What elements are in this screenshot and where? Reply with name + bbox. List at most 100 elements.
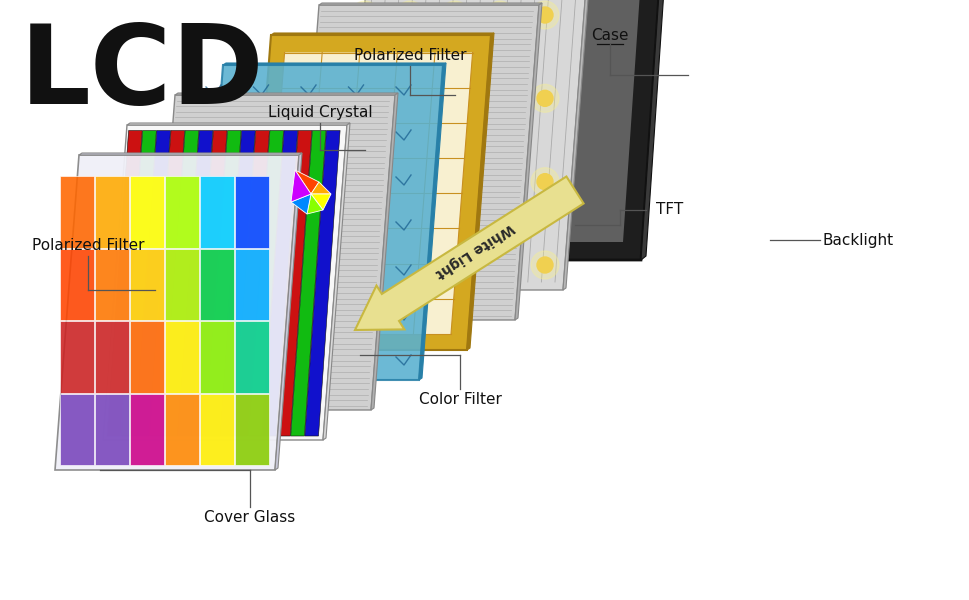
Circle shape — [485, 167, 514, 196]
Polygon shape — [295, 170, 319, 194]
Polygon shape — [248, 130, 283, 436]
Circle shape — [491, 173, 508, 190]
Polygon shape — [60, 394, 94, 465]
Circle shape — [530, 1, 558, 29]
Polygon shape — [234, 394, 268, 465]
Polygon shape — [263, 130, 297, 436]
Polygon shape — [419, 63, 446, 380]
Text: LCD: LCD — [20, 20, 265, 127]
Polygon shape — [220, 130, 255, 436]
Polygon shape — [130, 248, 164, 320]
Circle shape — [357, 173, 373, 190]
Circle shape — [401, 91, 418, 106]
Polygon shape — [200, 321, 234, 392]
Circle shape — [491, 257, 508, 273]
Polygon shape — [234, 176, 268, 247]
Polygon shape — [177, 130, 212, 436]
Circle shape — [357, 257, 373, 273]
Polygon shape — [165, 176, 199, 247]
Polygon shape — [270, 33, 493, 35]
Text: Case: Case — [591, 28, 628, 43]
Polygon shape — [391, 0, 665, 260]
Circle shape — [441, 1, 469, 29]
Polygon shape — [370, 93, 397, 410]
Circle shape — [537, 7, 552, 23]
Polygon shape — [275, 153, 301, 470]
Polygon shape — [311, 182, 330, 194]
Polygon shape — [149, 130, 184, 436]
Polygon shape — [60, 248, 94, 320]
Circle shape — [447, 91, 462, 106]
Polygon shape — [151, 95, 394, 410]
Polygon shape — [234, 321, 268, 392]
Circle shape — [351, 167, 379, 196]
Polygon shape — [192, 130, 227, 436]
Polygon shape — [263, 52, 472, 334]
Polygon shape — [130, 176, 164, 247]
Polygon shape — [291, 130, 326, 436]
Polygon shape — [135, 130, 171, 436]
Circle shape — [395, 251, 423, 279]
Circle shape — [441, 85, 469, 112]
Circle shape — [530, 85, 558, 112]
Text: Backlight: Backlight — [822, 232, 892, 247]
Polygon shape — [319, 3, 542, 5]
Circle shape — [395, 85, 423, 112]
Circle shape — [491, 91, 508, 106]
Circle shape — [485, 251, 514, 279]
Text: Polarized Filter: Polarized Filter — [354, 47, 466, 62]
Polygon shape — [165, 321, 199, 392]
Circle shape — [395, 167, 423, 196]
Polygon shape — [562, 0, 589, 290]
Circle shape — [485, 1, 514, 29]
Polygon shape — [295, 5, 539, 320]
Polygon shape — [291, 194, 311, 214]
Circle shape — [530, 167, 558, 196]
Polygon shape — [78, 153, 301, 155]
Polygon shape — [200, 394, 234, 465]
Circle shape — [441, 251, 469, 279]
Circle shape — [395, 1, 423, 29]
Polygon shape — [466, 33, 493, 350]
Polygon shape — [291, 170, 311, 202]
Polygon shape — [311, 194, 330, 210]
Polygon shape — [323, 123, 350, 440]
Circle shape — [357, 7, 373, 23]
Polygon shape — [174, 93, 397, 95]
Polygon shape — [95, 321, 129, 392]
Circle shape — [447, 7, 462, 23]
Polygon shape — [95, 176, 129, 247]
Polygon shape — [205, 130, 241, 436]
Polygon shape — [234, 248, 268, 320]
Text: TFT: TFT — [656, 202, 683, 217]
Circle shape — [351, 1, 379, 29]
Polygon shape — [304, 130, 340, 436]
Polygon shape — [103, 125, 347, 440]
Polygon shape — [276, 130, 311, 436]
Polygon shape — [306, 194, 323, 214]
Circle shape — [357, 91, 373, 106]
Polygon shape — [164, 130, 199, 436]
Circle shape — [537, 173, 552, 190]
Polygon shape — [641, 0, 670, 260]
Circle shape — [351, 251, 379, 279]
Polygon shape — [515, 3, 542, 320]
Polygon shape — [199, 65, 443, 380]
Circle shape — [491, 7, 508, 23]
Polygon shape — [409, 0, 644, 242]
Polygon shape — [121, 130, 156, 436]
Polygon shape — [127, 123, 350, 125]
Circle shape — [537, 257, 552, 273]
Polygon shape — [165, 248, 199, 320]
Polygon shape — [107, 130, 142, 436]
Polygon shape — [247, 35, 490, 350]
Circle shape — [401, 7, 418, 23]
Polygon shape — [60, 176, 94, 247]
Circle shape — [447, 173, 462, 190]
Polygon shape — [234, 130, 269, 436]
Polygon shape — [55, 155, 298, 470]
Polygon shape — [60, 321, 94, 392]
Text: Cover Glass: Cover Glass — [204, 511, 296, 526]
Polygon shape — [165, 394, 199, 465]
Circle shape — [401, 173, 418, 190]
